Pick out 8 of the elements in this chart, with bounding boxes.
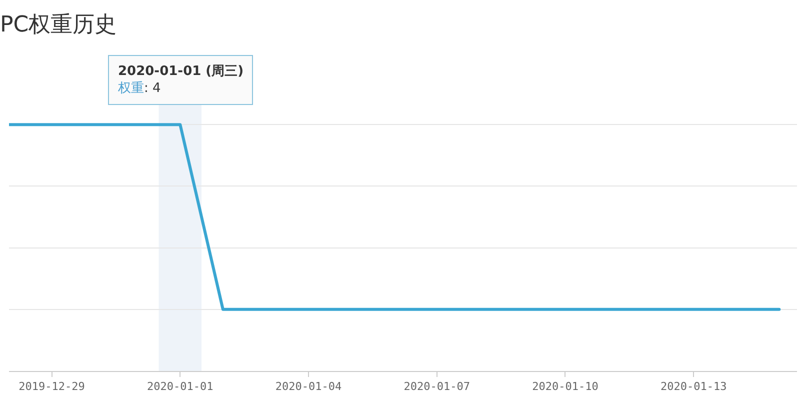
x-tick-label: 2020-01-10 [532, 380, 598, 394]
x-tick-label: 2020-01-04 [275, 380, 342, 394]
x-tick-label: 2020-01-01 [147, 380, 214, 394]
annotation: 2020-01-01 (周三) 权重: 4 [117, 64, 244, 96]
chart-title: PC权重历史 [0, 12, 117, 38]
x-tick-label: 2020-01-13 [660, 380, 727, 394]
x-tick-label: 2020-01-07 [404, 380, 470, 394]
x-tick-label: 2019-12-29 [18, 380, 85, 394]
